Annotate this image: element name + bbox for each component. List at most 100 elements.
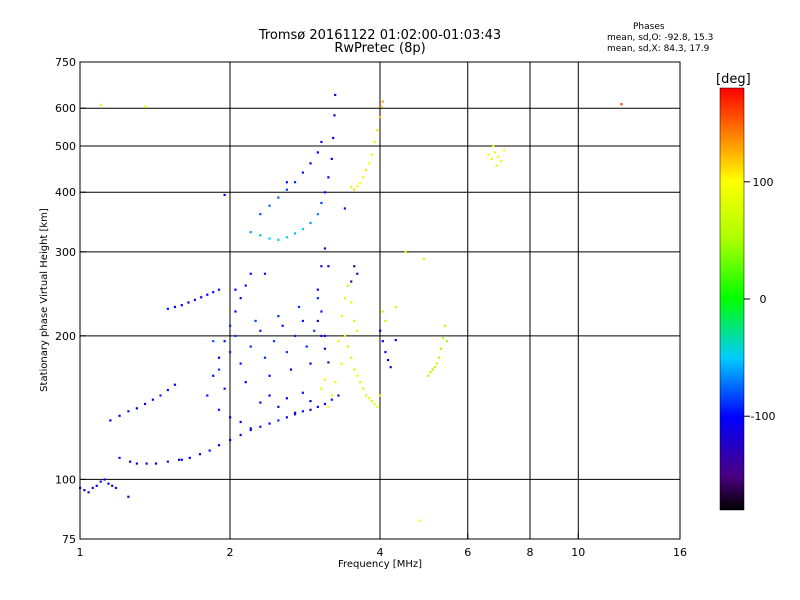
o-mode-point [135, 407, 138, 410]
o-mode-point [389, 366, 392, 369]
o-mode-point [263, 356, 267, 359]
o-mode-point [114, 486, 118, 490]
o-mode-point [268, 237, 271, 240]
o-mode-point [297, 305, 301, 309]
x-mode-point [353, 319, 356, 323]
o-mode-point [83, 489, 86, 492]
o-mode-point [166, 307, 169, 310]
x-mode-point [334, 381, 337, 384]
y-tick-label: 500 [55, 140, 76, 153]
o-mode-point [334, 93, 337, 97]
o-mode-point [259, 329, 262, 332]
o-mode-point [323, 191, 327, 194]
o-mode-point [87, 491, 90, 494]
colorbar-tick-label: 100 [753, 176, 774, 189]
x-mode-point [380, 105, 383, 108]
o-mode-point [217, 444, 221, 447]
o-mode-point [320, 201, 323, 205]
x-mode-point [356, 374, 359, 377]
o-mode-point [285, 416, 288, 419]
o-mode-point [350, 280, 353, 283]
o-mode-point [309, 400, 312, 403]
o-mode-point [330, 398, 333, 401]
colorbar-tick-label: -100 [751, 410, 776, 423]
y-tick-label: 750 [55, 56, 76, 69]
o-mode-point [145, 462, 148, 465]
y-tick-label: 100 [55, 473, 76, 486]
x-mode-point [492, 144, 495, 148]
o-mode-point [187, 301, 190, 304]
o-mode-point [249, 345, 252, 348]
x-mode-point [320, 387, 323, 390]
o-mode-point [239, 420, 242, 424]
y-tick-label: 600 [55, 102, 76, 115]
o-mode-point [332, 136, 335, 140]
o-mode-point [309, 408, 312, 411]
o-mode-point [268, 422, 271, 425]
o-mode-point [379, 329, 382, 332]
o-mode-point [173, 305, 177, 309]
o-mode-point [217, 368, 221, 371]
o-mode-point [198, 453, 202, 456]
o-mode-point [309, 221, 312, 225]
x-mode-point [379, 394, 382, 397]
x-mode-point [365, 169, 368, 172]
o-mode-point [206, 394, 209, 397]
o-mode-point [333, 114, 336, 117]
o-mode-point [316, 319, 319, 323]
o-mode-point [193, 298, 197, 301]
y-tick-label: 200 [55, 330, 76, 343]
x-mode-point [359, 381, 362, 384]
x-mode-point [376, 405, 379, 408]
o-mode-point [293, 411, 297, 414]
o-mode-point [107, 482, 110, 485]
o-mode-point [109, 419, 112, 422]
phase-stats-x-mode: mean, sd,X: 84.3, 17.9 [607, 44, 710, 54]
o-mode-point [293, 181, 297, 184]
y-tick-label: 400 [55, 186, 76, 199]
x-tick-label: 10 [571, 546, 585, 559]
x-mode-point [495, 164, 498, 167]
o-mode-point [239, 362, 242, 365]
o-mode-point [234, 288, 237, 291]
o-mode-point [285, 188, 288, 191]
x-tick-label: 6 [464, 546, 471, 559]
x-mode-point [346, 284, 350, 287]
o-mode-point [285, 397, 288, 400]
y-axis-label: Stationary phase Virtual Height [km] [39, 208, 50, 392]
x-tick-label: 16 [673, 546, 687, 559]
o-mode-point [309, 162, 312, 165]
x-mode-point [422, 257, 426, 261]
x-mode-point [143, 105, 147, 108]
x-mode-point [99, 103, 102, 107]
o-mode-point [394, 338, 397, 342]
x-mode-point [327, 405, 330, 408]
x-mode-point [431, 368, 434, 371]
o-mode-point [268, 394, 271, 397]
o-mode-point [272, 340, 276, 343]
o-mode-point [249, 427, 252, 430]
x-mode-point [381, 100, 384, 103]
o-mode-point [206, 293, 209, 296]
o-mode-point [305, 345, 308, 348]
o-mode-point [118, 456, 121, 459]
o-mode-point [259, 425, 262, 428]
x-mode-point [493, 151, 497, 154]
o-mode-point [320, 310, 323, 313]
x-mode-point [340, 362, 343, 365]
o-mode-point [285, 236, 288, 239]
x-mode-point [343, 334, 347, 338]
o-mode-point [381, 340, 384, 343]
phase-colorbar [719, 87, 745, 511]
o-mode-point [239, 433, 242, 437]
o-mode-point [301, 227, 305, 231]
x-mode-point [370, 400, 373, 403]
o-mode-point [301, 319, 305, 323]
x-mode-point [376, 129, 379, 132]
o-mode-point [277, 405, 280, 408]
o-mode-point [320, 265, 323, 268]
x-mode-point [340, 315, 343, 318]
phase-stats-o-mode: mean, sd,O: -92.8, 15.3 [607, 33, 714, 43]
o-mode-point [316, 213, 319, 216]
o-mode-point [99, 480, 102, 483]
